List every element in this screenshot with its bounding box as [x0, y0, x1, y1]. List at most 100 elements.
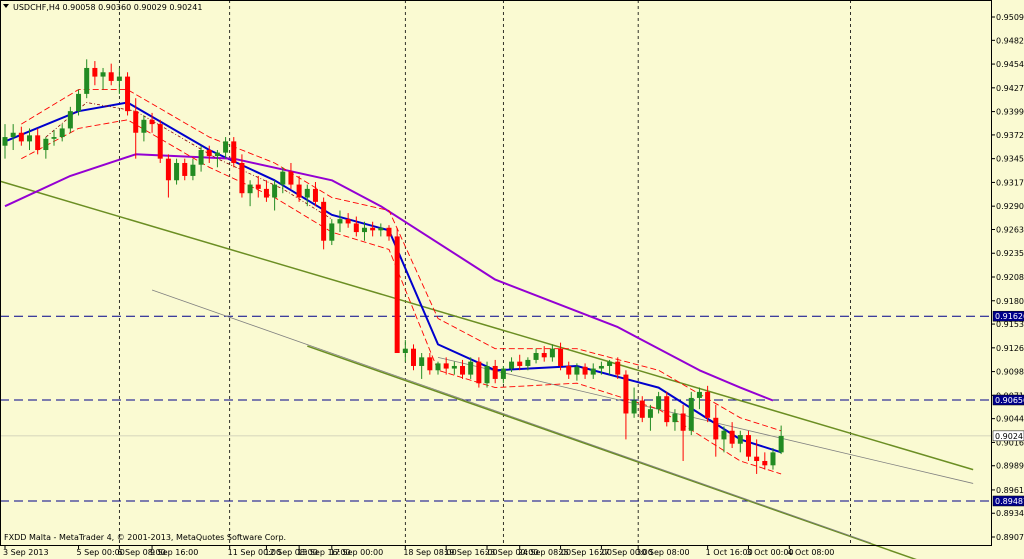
candle: [737, 430, 743, 453]
price-marker-label: 0.91626: [995, 312, 1024, 321]
candle-body: [59, 128, 65, 138]
candle-body: [149, 119, 155, 125]
candle: [174, 158, 180, 185]
candle-body: [361, 227, 367, 233]
candle: [582, 363, 588, 379]
dropdown-arrow-icon[interactable]: [3, 4, 9, 8]
candle: [329, 219, 335, 246]
candle-body: [615, 361, 621, 375]
trendline-channel_upper: [0, 180, 974, 471]
y-tick-label: 0.93725: [996, 131, 1024, 140]
candle: [500, 365, 506, 384]
candle-body: [492, 365, 498, 379]
candle: [525, 357, 531, 371]
candle-body: [435, 363, 441, 371]
candle: [492, 359, 498, 384]
candle: [223, 137, 229, 159]
candle-body: [92, 67, 98, 77]
candle-body: [566, 365, 572, 375]
candle-body: [165, 158, 171, 181]
x-tick-label: 30 Sep 08:00: [636, 548, 689, 557]
y-tick-label: 0.90985: [996, 368, 1024, 377]
candle-body: [10, 132, 16, 138]
candle: [133, 98, 139, 159]
horizontal-lines-layer: [0, 315, 991, 502]
candle-body: [386, 227, 392, 237]
candle-body: [468, 361, 474, 375]
y-tick-label: 0.89615: [996, 486, 1024, 495]
candle: [84, 59, 90, 99]
x-tick-label: 5 Sep 00:00: [77, 548, 125, 557]
price-marker-label: 0.90241: [995, 432, 1024, 441]
candle: [443, 357, 449, 375]
candle: [745, 430, 751, 461]
y-tick-label: 0.89345: [996, 509, 1024, 518]
x-tick-label: 6 Sep 08:00: [117, 548, 165, 557]
candle: [157, 119, 163, 163]
candle: [239, 154, 245, 198]
candle-body: [778, 435, 784, 453]
candle-body: [394, 236, 400, 354]
x-tick-label: 25 Sep 16:00: [559, 548, 612, 557]
candle-body: [247, 184, 253, 194]
candle-body: [378, 227, 384, 231]
price-marker-label: 0.90656: [995, 396, 1024, 405]
candle-body: [51, 137, 57, 139]
candle-body: [509, 361, 515, 369]
y-tick-label: 0.89895: [996, 462, 1024, 471]
candle-body: [370, 227, 376, 231]
candle-body: [76, 93, 82, 112]
candle-body: [2, 137, 8, 146]
candle: [590, 363, 596, 379]
candle-body: [647, 409, 653, 418]
grid-layer: [118, 0, 851, 545]
candle: [76, 89, 82, 116]
symbol-info: USDCHF,H4 0.90058 0.90360 0.90029 0.9024…: [13, 3, 202, 12]
candle: [402, 340, 408, 362]
y-tick-label: 0.92355: [996, 249, 1024, 258]
candle-body: [272, 184, 278, 198]
y-tick-label: 0.91535: [996, 320, 1024, 329]
candle: [770, 448, 776, 470]
candle-body: [680, 413, 686, 431]
candle: [198, 145, 204, 172]
candle: [231, 137, 237, 168]
candle-body: [517, 361, 523, 366]
candle-body: [688, 397, 694, 431]
candle: [125, 72, 131, 116]
time-axis: 3 Sep 2013 5 Sep 00:006 Sep 08:009 Sep 16…: [3, 545, 834, 557]
candle-body: [525, 359, 531, 366]
candle-body: [133, 111, 139, 133]
candle-body: [590, 368, 596, 375]
price-marker-label: 0.89487: [995, 497, 1024, 506]
candle-body: [280, 171, 286, 185]
candle: [549, 344, 555, 362]
candle: [141, 115, 147, 142]
candle-body: [762, 460, 768, 466]
price-marker-box: [992, 394, 1024, 406]
candle-body: [239, 162, 245, 194]
candle-body: [174, 162, 180, 181]
candle: [370, 221, 376, 237]
candle: [656, 391, 662, 414]
candle: [451, 361, 457, 375]
candle-body: [598, 365, 604, 369]
candle-body: [411, 348, 416, 366]
x-tick-label: 3 Oct 00:00: [746, 548, 793, 557]
x-tick-label: 11 Sep 00:00: [228, 548, 281, 557]
candle: [214, 150, 220, 168]
candle-body: [27, 135, 33, 142]
candle: [688, 391, 694, 436]
candle-body: [206, 150, 212, 157]
candle-body: [713, 417, 719, 440]
x-tick-label: 4 Oct 08:00: [787, 548, 834, 557]
candle-body: [43, 138, 49, 151]
candle: [288, 162, 294, 189]
indicator-ma_slow: [4, 153, 774, 402]
candle-body: [541, 353, 547, 358]
candle: [574, 363, 580, 381]
